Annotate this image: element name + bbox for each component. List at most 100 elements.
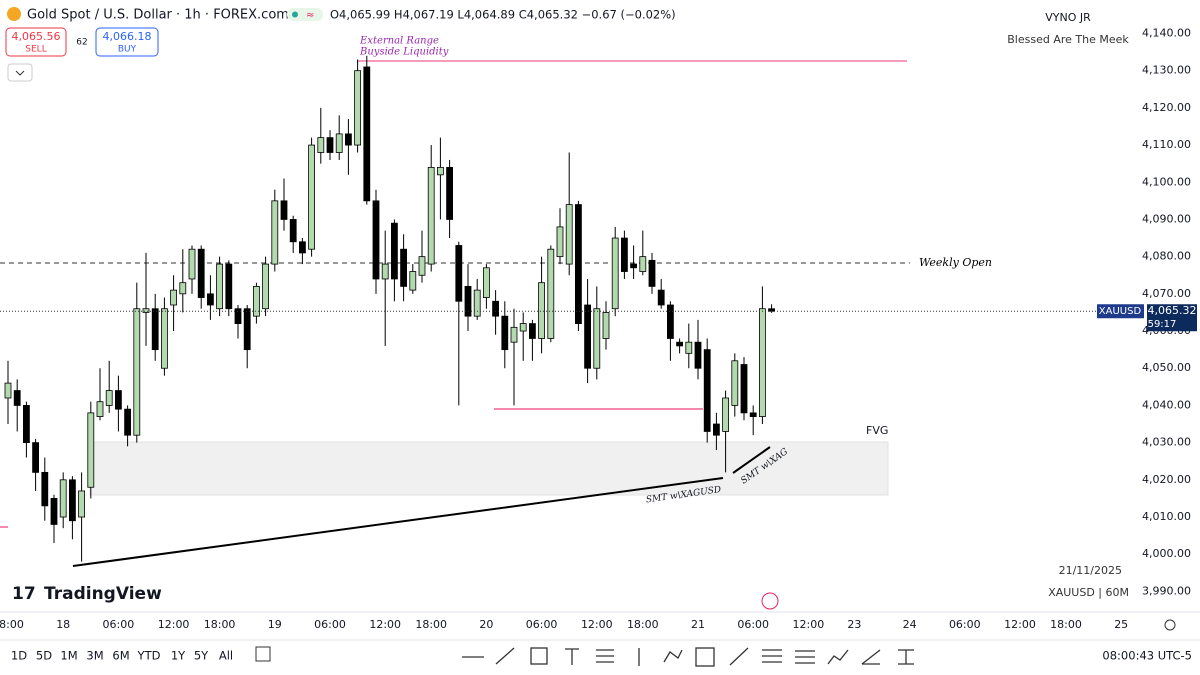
candle-body	[648, 259, 656, 287]
collapse-button[interactable]	[7, 63, 33, 82]
candle-body	[427, 166, 435, 265]
candle-body	[41, 471, 49, 507]
candle-body	[602, 312, 610, 339]
spread: 62	[76, 38, 87, 48]
buy-button[interactable]	[95, 27, 159, 57]
tool[interactable]	[827, 649, 849, 665]
tool[interactable]	[495, 647, 515, 665]
candle-body	[124, 408, 131, 436]
candle-body	[556, 226, 564, 258]
tool[interactable]	[596, 649, 614, 663]
tool[interactable]	[530, 647, 548, 665]
range-button[interactable]: 5Y	[194, 649, 209, 663]
sell-price[interactable]: 4,065.56	[12, 30, 61, 43]
candle-body	[188, 248, 196, 280]
plot	[4, 55, 775, 562]
candle-body	[575, 204, 582, 324]
price-tag	[1147, 304, 1197, 332]
x-tick-label: 06:00	[103, 618, 135, 631]
range-button[interactable]: 5D	[36, 649, 52, 663]
x-tick-label: 12:00	[793, 618, 825, 631]
candle-body	[547, 248, 555, 339]
y-tick-label: 4,130.00	[1142, 64, 1191, 77]
candle-body	[584, 304, 591, 369]
candle-body	[216, 263, 224, 310]
candle-body	[473, 289, 481, 317]
range-button[interactable]: 1D	[11, 649, 27, 663]
x-tick-label: 12:00	[369, 618, 401, 631]
candle-body	[308, 144, 316, 250]
candle-body	[657, 289, 665, 306]
tool[interactable]	[695, 647, 715, 667]
toolbar: 1D 5D 1M 3M 6M YTD 1Y 5Y All 08:00:43 UTC-5	[11, 649, 1192, 663]
range-button[interactable]: 1Y	[171, 649, 186, 663]
candle-body	[280, 200, 288, 220]
candle-body	[529, 323, 536, 339]
candle-body	[694, 341, 702, 369]
range-button[interactable]: 6M	[112, 649, 129, 663]
event-icon[interactable]	[761, 592, 779, 610]
range-button[interactable]: 3M	[86, 649, 103, 663]
trend-line	[72, 477, 724, 567]
candle-body	[354, 70, 362, 146]
title: Gold Spot / U.S. Dollar · 1h · FOREX.com	[27, 8, 289, 23]
buy-label[interactable]: BUY	[118, 45, 137, 55]
symbol-interval: XAUUSD | 60M	[1048, 586, 1129, 599]
range-button[interactable]: YTD	[137, 649, 161, 663]
candle-body	[759, 308, 766, 417]
buy-price[interactable]: 4,066.18	[103, 30, 152, 43]
candle-body	[464, 286, 472, 317]
status-pill	[287, 8, 323, 21]
y-tick-label: 4,010.00	[1142, 510, 1191, 523]
candle-body	[455, 245, 463, 302]
candle-body	[160, 308, 168, 369]
range-button[interactable]: 1M	[60, 649, 77, 663]
tool[interactable]	[729, 647, 749, 666]
candle-body	[271, 200, 279, 265]
sell-button[interactable]	[5, 27, 67, 57]
x-tick-label: 25	[1114, 618, 1128, 631]
y-tick-label: 4,040.00	[1142, 398, 1191, 411]
candle-body	[611, 237, 619, 310]
candle-body	[32, 442, 39, 473]
clock: 08:00:43 UTC-5	[1102, 649, 1192, 663]
x-tick-label: 20	[479, 618, 493, 631]
countdown: 59:17	[1148, 319, 1177, 330]
candle-body	[225, 263, 233, 310]
date-range-icon[interactable]	[255, 646, 271, 662]
candle-body	[381, 263, 389, 280]
price-tag-text: 4,065.32	[1148, 304, 1197, 317]
symbol-icon	[7, 7, 21, 21]
candle-body	[630, 263, 637, 269]
candle-body	[22, 405, 30, 444]
x-tick-label: 18:00	[415, 618, 447, 631]
candle-body	[105, 390, 113, 406]
sell-label[interactable]: SELL	[25, 45, 46, 55]
x-tick-label: 18:00	[204, 618, 236, 631]
x-tick-label: 18:00	[1050, 618, 1082, 631]
candle-body	[87, 412, 95, 488]
candle-body	[446, 166, 454, 220]
tool[interactable]	[795, 650, 815, 664]
x-tick-label: 24	[903, 618, 917, 631]
candle-body	[69, 479, 76, 522]
x-tick-label: 19	[268, 618, 282, 631]
x-tick-label: 06:00	[526, 618, 558, 631]
candle-body	[538, 282, 545, 339]
candle-body	[344, 133, 352, 146]
candle-body	[685, 341, 693, 354]
tool[interactable]	[663, 649, 683, 663]
candle-body	[400, 248, 408, 287]
tool[interactable]	[565, 648, 579, 665]
y-tick-label: 4,030.00	[1142, 436, 1191, 449]
candle-body	[436, 166, 444, 176]
y-tick-label: 4,120.00	[1142, 101, 1191, 114]
range-button[interactable]: All	[219, 649, 233, 663]
tool[interactable]	[762, 649, 782, 663]
candle-body	[519, 323, 527, 332]
tool[interactable]	[861, 649, 881, 665]
candle-body	[510, 326, 518, 343]
tool[interactable]	[898, 649, 914, 665]
settings-icon[interactable]	[1164, 619, 1176, 631]
candle-body	[593, 308, 601, 369]
